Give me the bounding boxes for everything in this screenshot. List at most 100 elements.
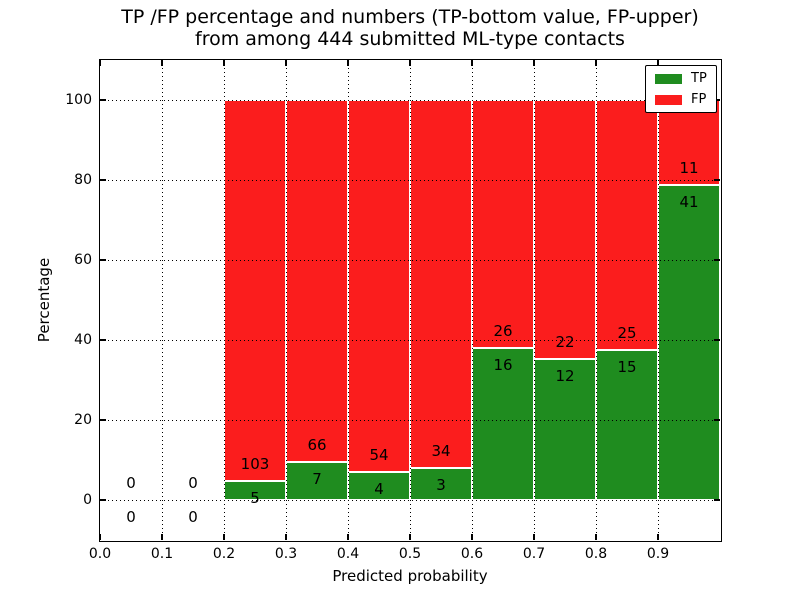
fp-count-annotation: 11 — [679, 158, 699, 177]
x-tick-mark — [595, 534, 597, 540]
x-tick-mark — [285, 534, 287, 540]
x-tick-mark — [533, 60, 535, 66]
y-tick-label: 40 — [74, 332, 92, 348]
tp-count-annotation: 4 — [374, 480, 384, 499]
x-tick-mark — [657, 534, 659, 540]
x-tick-mark — [161, 534, 163, 540]
x-tick-mark — [285, 60, 287, 66]
tp-count-annotation: 7 — [312, 469, 322, 488]
x-tick-mark — [657, 60, 659, 66]
v-gridline — [533, 60, 535, 540]
v-gridline — [161, 60, 163, 540]
x-tick-label: 0.8 — [584, 546, 608, 562]
chart-title-line2: from among 444 submitted ML-type contact… — [195, 28, 625, 50]
x-tick-label: 0.6 — [460, 546, 484, 562]
fp-count-annotation: 103 — [240, 455, 270, 474]
fp-bar-segment — [410, 100, 472, 468]
v-gridline — [595, 60, 597, 540]
fp-bar-segment — [348, 100, 410, 473]
chart-title-line1: TP /FP percentage and numbers (TP-bottom… — [121, 6, 699, 28]
y-tick-mark — [714, 259, 720, 261]
fp-count-annotation: 22 — [555, 332, 575, 351]
y-tick-mark — [100, 99, 106, 101]
x-tick-mark — [99, 534, 101, 540]
y-tick-label: 20 — [74, 412, 92, 428]
y-tick-label: 0 — [83, 492, 92, 508]
x-tick-mark — [223, 534, 225, 540]
x-tick-label: 0.2 — [212, 546, 236, 562]
x-tick-mark — [471, 534, 473, 540]
y-tick-mark — [714, 99, 720, 101]
y-tick-label: 60 — [74, 252, 92, 268]
y-tick-mark — [100, 419, 106, 421]
tp-count-annotation: 12 — [555, 366, 575, 385]
tp-bar-segment — [658, 184, 720, 500]
legend-item-tp: TP — [655, 72, 707, 85]
x-tick-label: 0.0 — [88, 546, 112, 562]
tp-bar-segment — [410, 467, 472, 500]
fp-bar-segment — [596, 100, 658, 350]
legend-label-tp: TP — [691, 71, 707, 86]
tp-count-annotation: 16 — [493, 355, 513, 374]
x-tick-mark — [99, 60, 101, 66]
y-tick-label: 100 — [65, 92, 92, 108]
fp-count-annotation: 26 — [493, 321, 513, 340]
legend: TP FP — [645, 65, 717, 113]
y-tick-mark — [100, 499, 106, 501]
fp-count-annotation: 34 — [431, 441, 451, 460]
tp-count-annotation: 41 — [679, 192, 699, 211]
x-tick-mark — [595, 60, 597, 66]
y-tick-mark — [100, 339, 106, 341]
tp-count-annotation: 15 — [617, 358, 637, 376]
x-tick-mark — [409, 60, 411, 66]
tp-bar-segment — [286, 461, 348, 500]
tp-bar-segment — [472, 347, 534, 500]
y-tick-mark — [714, 499, 720, 501]
x-tick-mark — [533, 534, 535, 540]
fp-bar-segment — [224, 100, 286, 482]
fp-count-annotation: 0 — [188, 474, 198, 492]
x-tick-mark — [471, 60, 473, 66]
fp-bar-segment — [472, 100, 534, 348]
fp-count-annotation: 66 — [307, 435, 327, 454]
v-gridline — [657, 60, 659, 540]
y-axis-label: Percentage — [35, 257, 53, 343]
y-tick-mark — [100, 259, 106, 261]
tp-count-annotation: 0 — [188, 508, 198, 526]
fp-count-annotation: 0 — [126, 474, 136, 492]
x-tick-mark — [347, 60, 349, 66]
tp-bar-segment — [348, 472, 410, 500]
fp-bar-segment — [534, 100, 596, 359]
y-tick-mark — [714, 339, 720, 341]
chart-title: TP /FP percentage and numbers (TP-bottom… — [100, 6, 720, 50]
tp-count-annotation: 5 — [250, 489, 260, 508]
legend-label-fp: FP — [691, 92, 707, 107]
x-tick-label: 0.1 — [150, 546, 174, 562]
x-tick-mark — [347, 534, 349, 540]
fp-bar-segment — [658, 100, 720, 185]
x-tick-label: 0.9 — [646, 546, 670, 562]
y-tick-label: 80 — [74, 172, 92, 188]
fp-legend-swatch — [655, 94, 682, 105]
tp-bar-segment — [596, 350, 658, 500]
fp-bar-segment — [286, 100, 348, 462]
tp-bar-segment — [534, 358, 596, 500]
v-gridline — [223, 60, 225, 540]
x-tick-mark — [409, 534, 411, 540]
y-tick-mark — [714, 179, 720, 181]
y-tick-mark — [714, 419, 720, 421]
v-gridline — [471, 60, 473, 540]
v-gridline — [285, 60, 287, 540]
x-tick-mark — [223, 60, 225, 66]
fp-count-annotation: 54 — [369, 446, 389, 465]
tp-legend-swatch — [655, 73, 682, 84]
x-tick-label: 0.3 — [274, 546, 298, 562]
tp-count-annotation: 0 — [126, 508, 136, 526]
v-gridline — [409, 60, 411, 540]
x-tick-mark — [161, 60, 163, 66]
x-tick-label: 0.5 — [398, 546, 422, 562]
x-axis-label: Predicted probability — [332, 567, 488, 585]
plot-area: 0 0 0 0 103 5 66 7 54 4 34 3 26 16 22 12 25 15 11 41 — [99, 60, 720, 540]
y-tick-mark — [100, 179, 106, 181]
